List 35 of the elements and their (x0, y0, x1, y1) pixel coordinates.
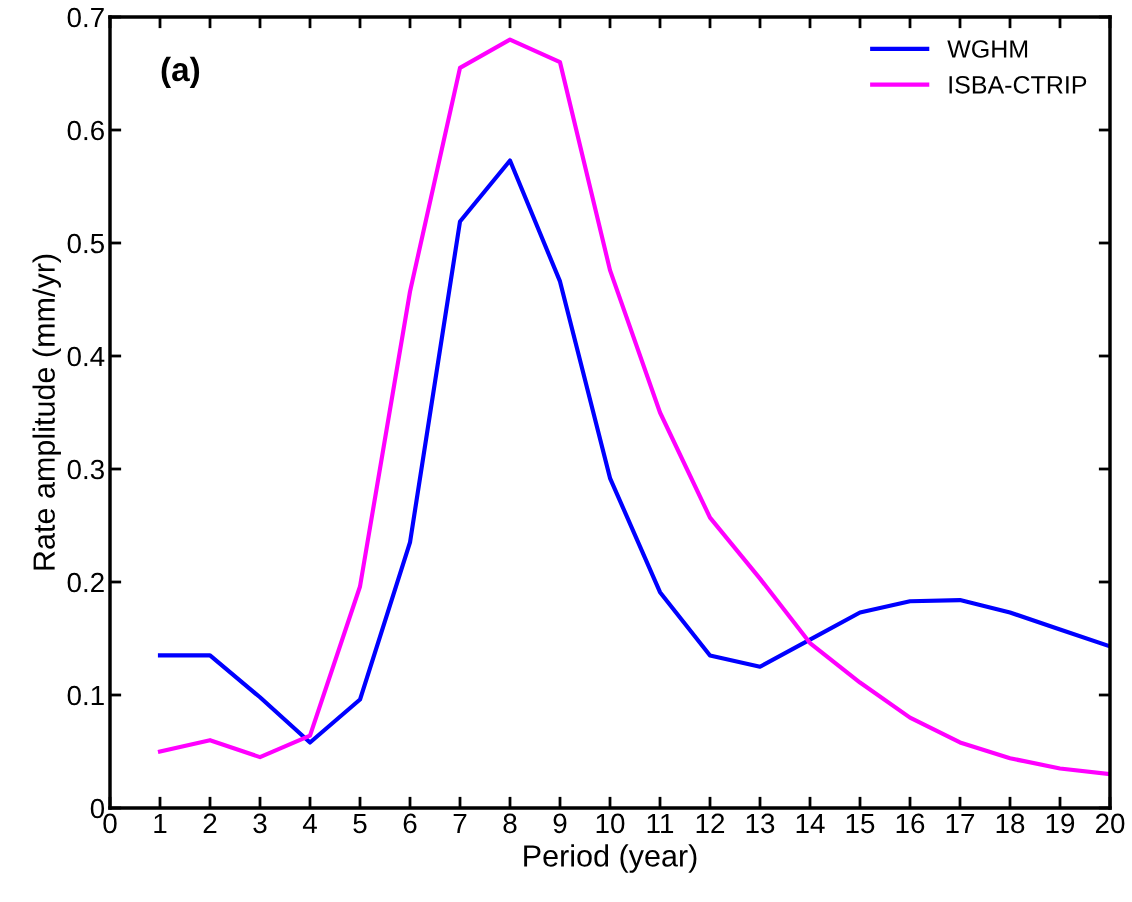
line-series (157, 158, 1110, 745)
x-tick-label: 16 (896, 813, 925, 834)
y-tick-label: 0.6 (67, 120, 104, 141)
x-tick-label: 8 (503, 813, 517, 834)
x-tick-label: 12 (696, 813, 725, 833)
x-tick-label: 13 (746, 813, 775, 834)
y-axis-title: Rate amplitude (mm/yr) (32, 254, 61, 570)
y-tick-label: 0.5 (67, 233, 104, 254)
y-tick-label: 0.2 (67, 572, 104, 593)
x-tick-label: 2 (203, 813, 217, 833)
x-tick-label: 6 (403, 813, 417, 834)
annotation: (a) (161, 56, 200, 88)
x-tick-label: 14 (796, 813, 825, 833)
x-tick-label: 19 (1046, 813, 1075, 834)
x-tick-label: 11 (647, 813, 674, 833)
x-tick-label: 17 (946, 813, 975, 833)
x-tick-label: 10 (596, 813, 625, 834)
x-tick-label: 4 (302, 813, 317, 833)
x-tick-label: 5 (353, 813, 367, 834)
x-tick-label: 7 (453, 813, 467, 833)
x-tick-label: 20 (1095, 813, 1125, 834)
y-tick-label: 0.1 (67, 685, 104, 706)
legend-label: ISBA-CTRIP (949, 75, 1087, 94)
line-series (157, 37, 1110, 777)
x-tick-label: 18 (996, 813, 1025, 834)
y-tick-label: 0.3 (67, 459, 104, 480)
x-tick-label: 1 (154, 813, 167, 833)
legend-label: WGHM (947, 40, 1028, 58)
y-tick-label: 0 (90, 798, 105, 819)
x-tick-label: 9 (553, 813, 567, 834)
x-tick-label: 15 (846, 813, 875, 834)
y-tick-label: 0.4 (67, 346, 105, 367)
x-tick-label: 3 (253, 813, 267, 834)
x-axis-title: Period (year) (524, 844, 697, 873)
y-tick-label: 0.7 (67, 7, 104, 28)
